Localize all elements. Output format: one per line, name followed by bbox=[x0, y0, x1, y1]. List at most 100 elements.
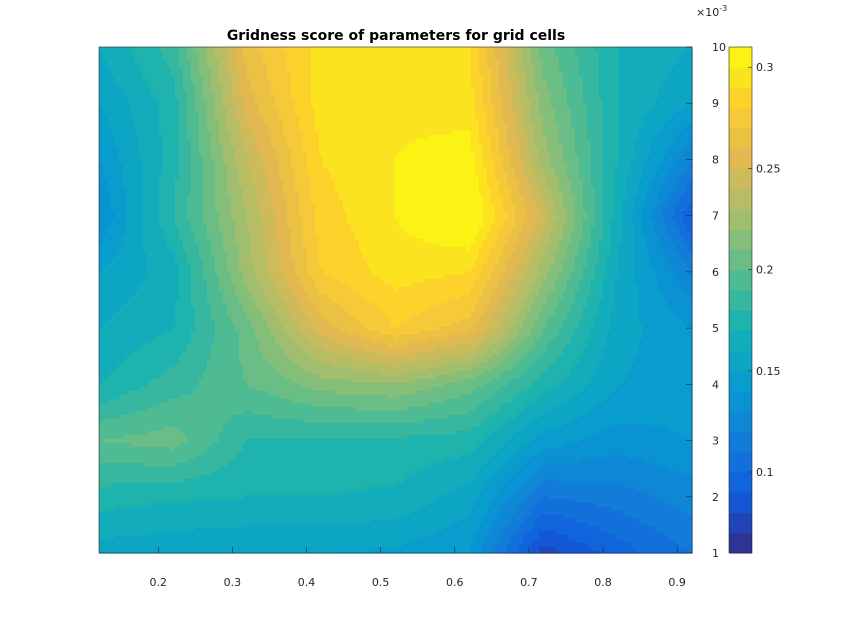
contour-cell bbox=[627, 111, 632, 116]
contour-cell bbox=[227, 91, 232, 96]
contour-cell bbox=[231, 107, 236, 112]
contour-cell bbox=[131, 55, 136, 60]
contour-cell bbox=[647, 91, 652, 96]
contour-cell bbox=[607, 139, 612, 144]
contour-cell bbox=[239, 47, 244, 52]
contour-cell bbox=[179, 167, 184, 172]
contour-cell bbox=[171, 63, 176, 68]
contour-cell bbox=[451, 131, 456, 136]
contour-cell bbox=[147, 103, 152, 108]
contour-cell bbox=[599, 87, 604, 92]
contour-cell bbox=[243, 155, 248, 160]
contour-cell bbox=[247, 79, 252, 84]
contour-cell bbox=[579, 79, 584, 84]
contour-cell bbox=[351, 95, 356, 100]
contour-cell bbox=[211, 135, 216, 140]
contour-cell bbox=[431, 83, 436, 88]
contour-cell bbox=[183, 75, 188, 80]
contour-cell bbox=[291, 123, 296, 128]
contour-cell bbox=[291, 155, 296, 160]
contour-cell bbox=[215, 163, 220, 168]
contour-cell bbox=[655, 47, 660, 52]
contour-cell bbox=[275, 155, 280, 160]
contour-cell bbox=[679, 63, 684, 68]
contour-cell bbox=[507, 107, 512, 112]
contour-cell bbox=[147, 163, 152, 168]
contour-cell bbox=[287, 139, 292, 144]
contour-cell bbox=[399, 87, 404, 92]
contour-cell bbox=[519, 139, 524, 144]
contour-cell bbox=[431, 131, 436, 136]
contour-cell bbox=[555, 47, 560, 52]
contour-cell bbox=[303, 127, 308, 132]
contour-cell bbox=[495, 103, 500, 108]
contour-cell bbox=[371, 143, 376, 148]
contour-cell bbox=[483, 175, 488, 180]
contour-cell bbox=[319, 47, 324, 52]
contour-cell bbox=[643, 171, 648, 176]
contour-cell bbox=[635, 47, 640, 52]
contour-cell bbox=[259, 83, 264, 88]
contour-cell bbox=[399, 163, 404, 168]
contour-cell bbox=[183, 123, 188, 128]
contour-cell bbox=[231, 127, 236, 132]
contour-cell bbox=[207, 151, 212, 156]
contour-cell bbox=[231, 175, 236, 180]
contour-cell bbox=[435, 103, 440, 108]
contour-cell bbox=[115, 63, 120, 68]
contour-cell bbox=[247, 131, 252, 136]
contour-cell bbox=[219, 119, 224, 124]
contour-cell bbox=[567, 83, 572, 88]
contour-cell bbox=[295, 123, 300, 128]
contour-cell bbox=[295, 175, 300, 180]
contour-cell bbox=[591, 87, 596, 92]
contour-cell bbox=[559, 79, 564, 84]
contour-cell bbox=[687, 71, 692, 76]
contour-cell bbox=[299, 143, 304, 148]
contour-cell bbox=[163, 111, 168, 116]
contour-cell bbox=[359, 51, 364, 56]
contour-cell bbox=[303, 135, 308, 140]
contour-cell bbox=[275, 111, 280, 116]
contour-cell bbox=[439, 95, 444, 100]
contour-cell bbox=[447, 171, 452, 176]
contour-cell bbox=[679, 127, 684, 132]
contour-cell bbox=[119, 131, 124, 136]
contour-cell bbox=[111, 107, 116, 112]
contour-cell bbox=[355, 143, 360, 148]
contour-cell bbox=[687, 55, 692, 60]
contour-cell bbox=[687, 47, 692, 52]
contour-cell bbox=[107, 95, 112, 100]
contour-cell bbox=[551, 139, 556, 144]
contour-cell bbox=[139, 51, 144, 56]
contour-cell bbox=[363, 171, 368, 176]
contour-cell bbox=[107, 151, 112, 156]
contour-cell bbox=[487, 171, 492, 176]
contour-cell bbox=[327, 155, 332, 160]
contour-cell bbox=[687, 63, 692, 68]
contour-cell bbox=[499, 123, 504, 128]
contour-cell bbox=[627, 135, 632, 140]
contour-cell bbox=[315, 55, 320, 60]
contour-cell bbox=[555, 139, 560, 144]
contour-cell bbox=[431, 71, 436, 76]
contour-cell bbox=[115, 155, 120, 160]
contour-cell bbox=[491, 171, 496, 176]
contour-cell bbox=[203, 163, 208, 168]
contour-cell bbox=[523, 147, 528, 152]
contour-cell bbox=[195, 83, 200, 88]
contour-cell bbox=[607, 99, 612, 104]
contour-cell bbox=[467, 95, 472, 100]
contour-cell bbox=[499, 63, 504, 68]
contour-cell bbox=[375, 79, 380, 84]
contour-cell bbox=[403, 91, 408, 96]
contour-cell bbox=[159, 83, 164, 88]
plot-area bbox=[99, 47, 693, 554]
contour-cell bbox=[231, 71, 236, 76]
contour-cell bbox=[583, 79, 588, 84]
contour-cell bbox=[383, 127, 388, 132]
contour-cell bbox=[271, 59, 276, 64]
contour-cell bbox=[531, 131, 536, 136]
contour-cell bbox=[247, 175, 252, 180]
contour-cell bbox=[343, 179, 348, 184]
